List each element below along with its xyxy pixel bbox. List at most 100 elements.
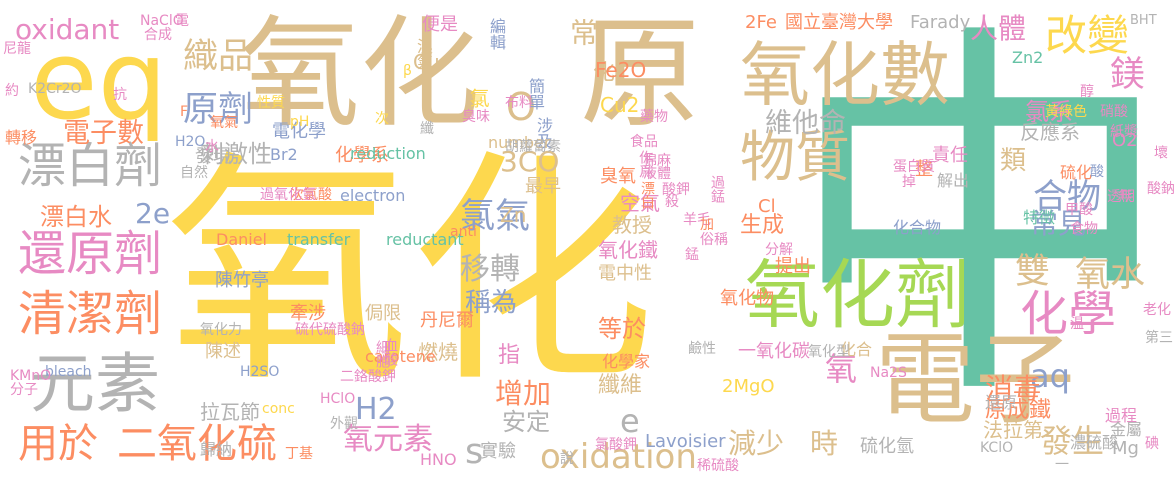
cloud-word: O2 — [1112, 130, 1138, 151]
cloud-word: BHT — [1130, 13, 1157, 28]
cloud-word: 2e — [135, 197, 171, 230]
cloud-word: 漂白 — [639, 181, 655, 209]
cloud-word: 液體 — [643, 166, 671, 182]
cloud-word: 胡蘿蔔素 — [505, 139, 561, 155]
cloud-word: 氧氣 — [210, 115, 238, 131]
cloud-word: 蛋白質 — [893, 159, 935, 175]
cloud-word: 水 — [205, 139, 219, 155]
cloud-word: O — [506, 85, 536, 129]
cloud-word: 歸納 — [200, 440, 233, 459]
cloud-word: Cl — [758, 196, 776, 217]
cloud-word: 指 — [498, 343, 521, 368]
cloud-word: 化合 — [840, 340, 873, 359]
cloud-word: 法拉第 — [983, 418, 1043, 442]
cloud-word: 棉麻 — [643, 153, 671, 169]
cloud-word: 時 — [810, 427, 839, 460]
cloud-word: 電化學 — [272, 121, 326, 142]
cloud-word: Zn — [500, 203, 527, 227]
cloud-word: 自然 — [180, 165, 208, 181]
cloud-word: 錳 — [685, 247, 699, 263]
cloud-word: oxidation — [540, 437, 697, 477]
cloud-word: eq — [30, 16, 168, 144]
cloud-word: 硫化 — [1060, 163, 1093, 182]
cloud-word: 常 — [566, 18, 599, 46]
cloud-word: 溴氣 — [414, 38, 433, 70]
cloud-word: 化學系 — [335, 145, 389, 166]
cloud-word: 布料 — [505, 95, 533, 111]
cloud-word: 特徵 — [1023, 208, 1056, 227]
cloud-word: 老化 — [1143, 302, 1171, 318]
cloud-word: Lavoisier — [645, 431, 726, 452]
cloud-word: 拉瓦節 — [200, 400, 260, 424]
cloud-word: 作爲 — [637, 150, 653, 178]
cloud-word: 硫代硫酸鈉 — [295, 322, 365, 338]
cloud-word: 第三 — [1145, 330, 1173, 346]
cloud-word: Na2S — [870, 365, 907, 381]
cloud-word: 最早 — [525, 176, 561, 197]
cloud-word: e — [620, 402, 640, 440]
cloud-word: 硫化氫 — [860, 436, 914, 457]
cloud-word: 陳述 — [205, 341, 241, 362]
cloud-word: 氯氣 — [460, 197, 531, 237]
cloud-word: 消毒 — [985, 372, 1042, 405]
cloud-word: Farady — [910, 12, 971, 33]
cloud-word: 生成 — [740, 213, 785, 238]
cloud-word: 丹尼爾 — [420, 310, 474, 331]
cloud-word: 二氧化硫 — [117, 421, 277, 467]
cloud-word: s — [465, 432, 484, 472]
cloud-word: HNO — [420, 450, 457, 469]
cloud-word: 說 — [560, 451, 574, 467]
cloud-word: 硝酸 — [1100, 104, 1128, 120]
cloud-word: 電子 — [875, 321, 1075, 438]
cloud-word: 還原劑 — [18, 226, 163, 282]
cloud-word: 酸鉀 — [662, 182, 690, 198]
cloud-word: 提出 — [775, 256, 811, 277]
cloud-word: 次氯酸 — [290, 187, 332, 203]
cloud-word: 氧化 — [165, 130, 655, 415]
cloud-word: 抗 — [113, 87, 127, 103]
cloud-word: β — [403, 63, 412, 79]
cloud-word: 濃硫酸 — [1070, 433, 1119, 452]
cloud-word: 稱為 — [465, 288, 518, 318]
cloud-word: 類 — [1000, 146, 1027, 176]
cloud-word: 清潔劑 — [18, 286, 163, 342]
cloud-word: 醇 — [1080, 84, 1094, 100]
cloud-word: Cu2 — [600, 93, 640, 117]
cloud-word: 還原 — [985, 393, 1018, 412]
cloud-word: 國立臺灣大學 — [785, 12, 893, 33]
cloud-word: 氧水 — [1075, 255, 1146, 295]
cloud-word: 分子 — [10, 382, 38, 398]
cloud-word: 編輯 — [487, 18, 506, 50]
cloud-word: Mg — [1112, 438, 1139, 459]
cloud-word: 反應系 — [1020, 120, 1080, 144]
cloud-word: 丁基 — [285, 446, 313, 462]
cloud-word: 分解 — [765, 242, 793, 258]
cloud-word: 責任 — [932, 145, 968, 166]
cloud-word: 2Fe — [745, 12, 777, 33]
cloud-word: 性質 — [257, 95, 285, 111]
cloud-word: 壞 — [1152, 145, 1168, 159]
cloud-word: 解出 — [937, 171, 970, 190]
cloud-word: 化學家 — [602, 352, 651, 371]
cloud-word: 簡單 — [526, 78, 545, 110]
cloud-word: HClO — [320, 391, 356, 407]
cloud-word: conc — [262, 401, 295, 417]
cloud-word: 電中性 — [598, 263, 652, 284]
cloud-word: 鹼性 — [688, 341, 716, 357]
cloud-word: 常見 — [1030, 207, 1087, 240]
cloud-word: 3CO — [500, 145, 560, 178]
cloud-word: Cu — [413, 50, 440, 74]
cloud-word: 化 — [589, 60, 614, 82]
cloud-word: 約 — [5, 83, 19, 99]
cloud-word: 氯系 — [1025, 98, 1073, 126]
cloud-word: 侷限 — [365, 303, 401, 324]
cloud-word: K2Cr2O — [28, 81, 82, 97]
cloud-word: 細胞 — [374, 340, 390, 368]
cloud-word: 臭味 — [462, 109, 490, 125]
cloud-word: 轉移 — [5, 128, 38, 147]
cloud-word: 甲酸 — [1065, 202, 1093, 218]
cloud-word: 食品 — [630, 134, 658, 150]
cloud-word: 化學 — [1020, 286, 1117, 342]
cloud-word: 發生 — [1040, 422, 1105, 460]
